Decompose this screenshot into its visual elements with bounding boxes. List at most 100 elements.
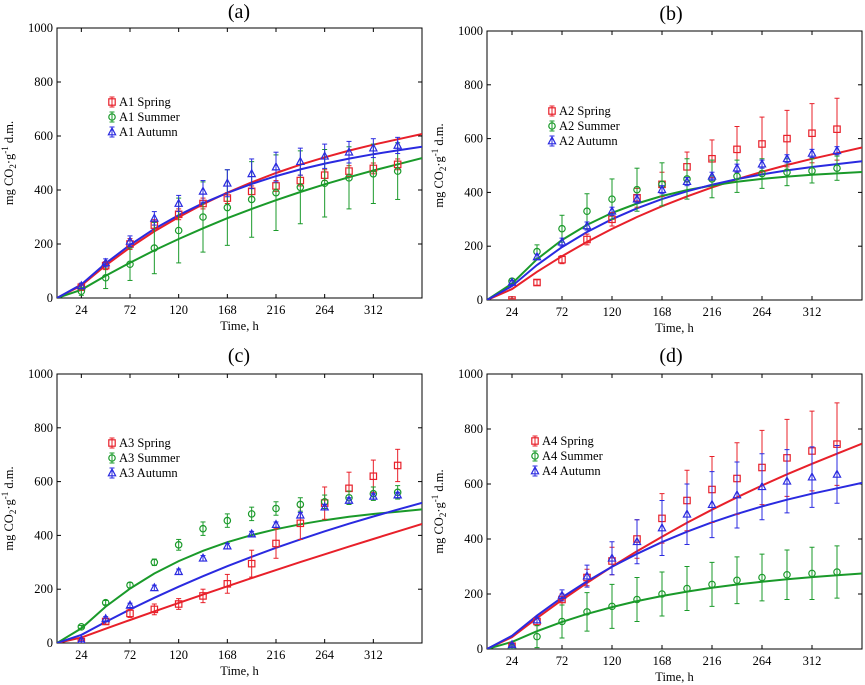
data-point-summer: [533, 632, 541, 641]
data-point-summer: [77, 623, 86, 631]
data-point-autumn: [682, 176, 692, 186]
data-point-summer: [199, 213, 207, 221]
x-tick-label: 216: [267, 648, 286, 662]
series-layer: [57, 133, 422, 298]
y-axis-label: mg CO2·g-1 d.m.: [430, 123, 448, 207]
data-point-autumn: [532, 251, 542, 261]
legend-label: A2 Summer: [559, 119, 621, 133]
panel-title: (a): [228, 1, 250, 23]
data-point-autumn: [807, 471, 817, 481]
x-tick-label: 312: [803, 305, 822, 319]
data-point-spring: [393, 461, 402, 470]
data-point-spring: [733, 145, 741, 154]
legend-marker-autumn: [107, 467, 117, 477]
panel-a: (a) 0 200 400 600 800 1000 24 72 120 168 216 264 312 T…: [0, 1, 423, 333]
x-tick-label: 312: [364, 303, 383, 317]
data-point-autumn: [632, 193, 642, 203]
y-axis-label-part: 2: [8, 164, 18, 169]
data-point-summer: [733, 576, 741, 585]
data-point-spring: [508, 296, 516, 300]
panel-b: (b) 0 200 400 600 800 1000 24 72 120 168 216 264 312 T…: [430, 3, 863, 335]
data-point-summer: [126, 260, 134, 269]
legend-marker-summer: [531, 452, 539, 460]
data-point-autumn: [682, 508, 692, 518]
series-layer: [57, 448, 422, 643]
x-tick-label: 216: [703, 305, 722, 319]
data-point-spring: [808, 129, 816, 138]
data-point-summer: [758, 573, 766, 582]
data-point-autumn: [582, 570, 592, 580]
x-tick-label: 120: [169, 303, 188, 317]
legend-label: A1 Summer: [119, 110, 181, 124]
x-tick-label: 120: [169, 648, 188, 662]
y-tick-label: 600: [464, 132, 483, 146]
x-tick-label: 24: [75, 303, 88, 317]
x-tick-label: 24: [506, 305, 519, 319]
data-point-autumn: [807, 148, 817, 157]
data-point-autumn: [368, 142, 378, 152]
data-point-summer: [583, 608, 591, 616]
fit-curve-spring: [487, 442, 862, 649]
legend-marker-spring: [548, 107, 556, 115]
data-point-summer: [101, 273, 110, 282]
data-point-autumn: [271, 519, 281, 529]
legend-marker-autumn: [547, 135, 557, 145]
data-point-summer: [247, 195, 256, 204]
legend-label: A1 Spring: [119, 95, 171, 109]
fit-curve-autumn: [487, 160, 862, 300]
data-point-summer: [393, 167, 402, 175]
data-point-autumn: [582, 220, 592, 230]
data-point-summer: [150, 244, 159, 252]
data-point-autumn: [607, 205, 617, 215]
fit-curve-autumn: [487, 481, 862, 649]
data-point-summer: [783, 168, 791, 177]
fit-curve-autumn: [57, 501, 422, 643]
x-tick-label: 264: [315, 303, 335, 317]
legend-marker-autumn: [107, 126, 117, 136]
x-tick-label: 72: [124, 648, 137, 662]
data-point-spring: [150, 605, 159, 614]
data-point-autumn: [732, 489, 742, 499]
x-tick-label: 120: [603, 654, 622, 668]
data-point-summer: [558, 617, 566, 626]
data-point-spring: [369, 472, 378, 481]
data-point-autumn: [125, 236, 135, 245]
y-axis-label: mg CO2·g-1 d.m.: [430, 469, 448, 553]
y-tick-label: 1000: [458, 367, 483, 381]
data-point-autumn: [198, 186, 208, 195]
data-point-autumn: [174, 566, 184, 576]
y-axis-label-part: -1: [430, 495, 440, 503]
data-point-autumn: [557, 236, 567, 246]
legend-marker-summer: [548, 122, 556, 130]
data-point-summer: [369, 170, 378, 178]
legend-marker-spring: [108, 98, 116, 106]
data-point-summer: [733, 172, 741, 181]
legend-label: A1 Autumn: [119, 125, 178, 139]
data-point-summer: [808, 569, 816, 578]
data-point-summer: [583, 207, 591, 216]
data-point-autumn: [632, 536, 642, 546]
data-point-summer: [247, 510, 256, 518]
x-axis-label: Time, h: [220, 664, 259, 678]
x-tick-label: 120: [603, 305, 622, 319]
x-tick-label: 168: [653, 305, 672, 319]
y-axis-label-part: -1: [430, 149, 440, 157]
data-point-summer: [223, 516, 232, 525]
data-point-autumn: [344, 495, 354, 504]
data-point-autumn: [832, 145, 842, 155]
data-point-autumn: [557, 590, 567, 599]
legend-marker-spring: [108, 439, 116, 447]
data-point-summer: [272, 188, 280, 197]
y-tick-label: 800: [464, 78, 483, 92]
x-tick-label: 216: [267, 303, 286, 317]
data-point-summer: [708, 580, 716, 589]
data-point-spring: [174, 600, 183, 608]
data-point-summer: [558, 224, 566, 233]
y-tick-label: 200: [464, 239, 483, 253]
data-point-autumn: [657, 184, 667, 194]
x-axis-label: Time, h: [220, 319, 259, 333]
series-layer: [487, 402, 862, 649]
y-axis-label-part: ·g: [2, 498, 16, 509]
legend-label: A4 Spring: [542, 434, 594, 448]
